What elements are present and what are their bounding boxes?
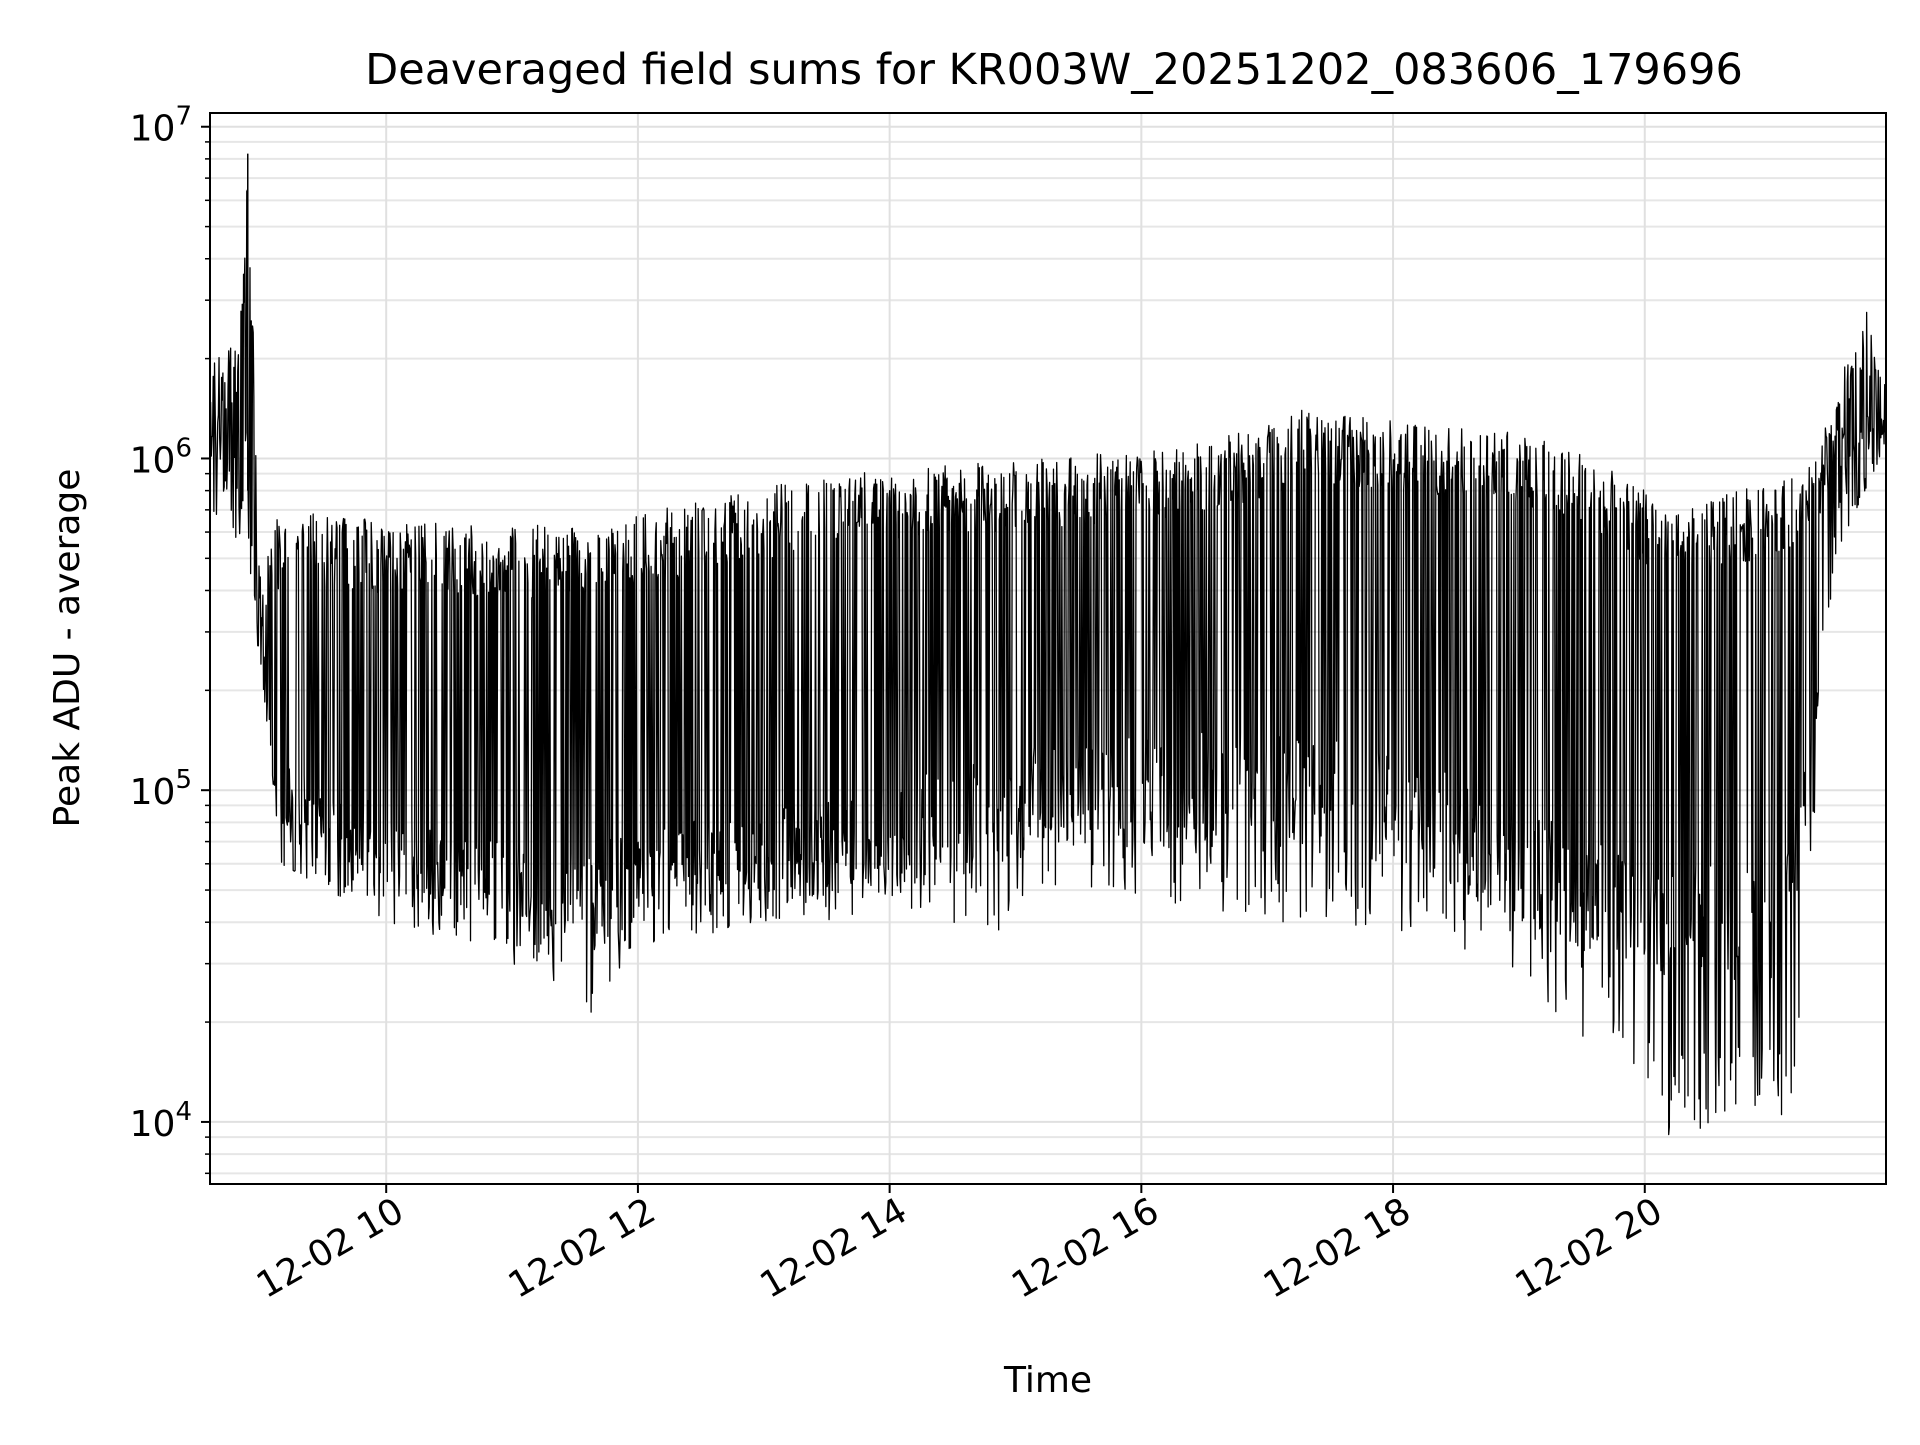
y-tick-label: 107 <box>130 102 192 150</box>
y-axis-label: Peak ADU - average <box>47 469 88 828</box>
plot-area <box>210 153 1886 1136</box>
y-axis: 104 105 106 107 <box>130 102 210 1175</box>
y-tick-label: 105 <box>130 765 192 813</box>
y-tick-label: 106 <box>130 433 192 481</box>
y-tick-label: 104 <box>130 1097 192 1145</box>
chart-title: Deaveraged field sums for KR003W_2025120… <box>365 45 1743 95</box>
x-axis-label: Time <box>1003 1360 1092 1401</box>
series-line <box>210 189 1886 1136</box>
plot-frame <box>209 112 1887 1185</box>
series-layer <box>210 153 1886 1136</box>
